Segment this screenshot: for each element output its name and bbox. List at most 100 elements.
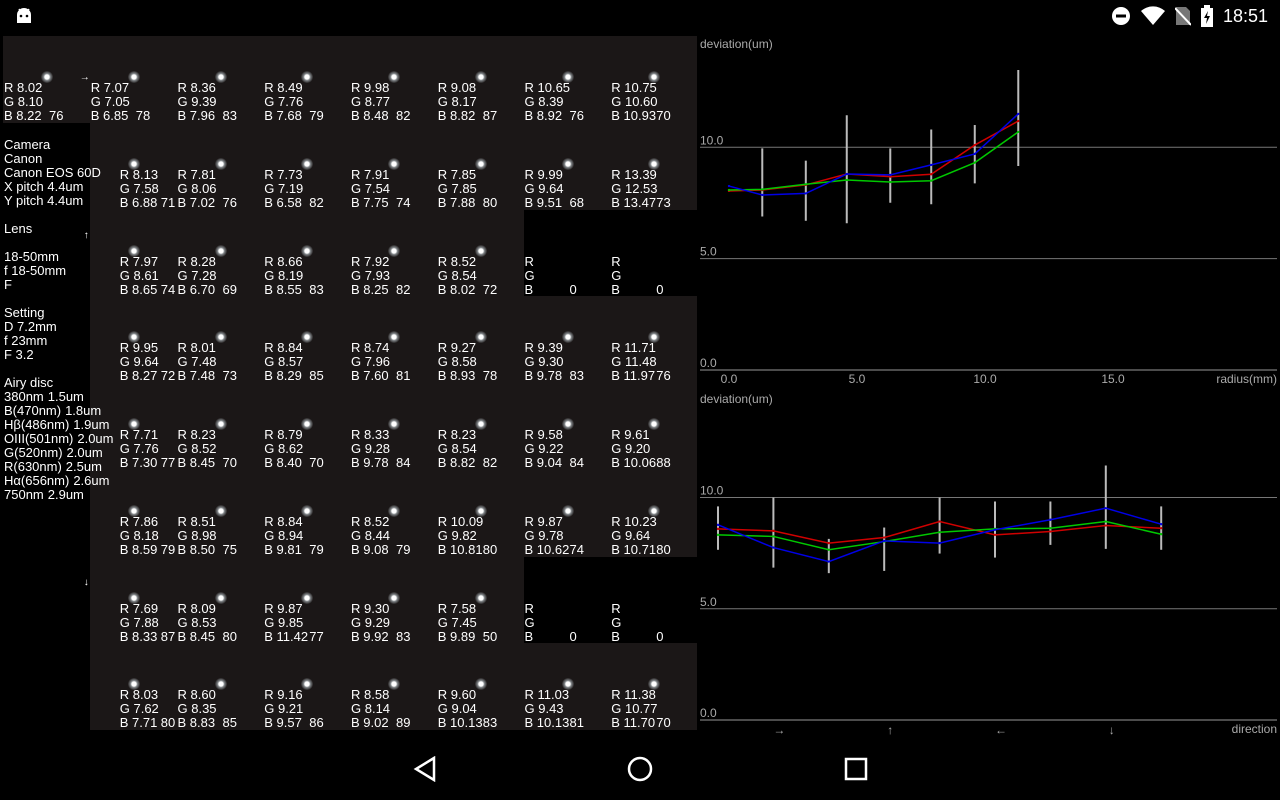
cell-values: R 7.97 G 8.61 B 8.65 74 (119, 253, 176, 297)
cell-b-label: B 8.45 (177, 628, 216, 644)
blue-data-point (1160, 523, 1163, 526)
airy-disc-row: 750nm 2.9um (4, 488, 114, 502)
star-image (388, 504, 400, 517)
cell-b-label: B 6.70 (177, 281, 216, 297)
cell-g-line: G 8.98 (177, 527, 217, 543)
cell-r-value: 8.01 (190, 340, 216, 356)
cell-b-line: B 11.7070 (611, 716, 670, 730)
status-bar: 18:51 (0, 0, 1280, 32)
cell-b-value: 9.57 (276, 715, 302, 731)
cell-r-line: R 8.79 (264, 427, 303, 442)
cell-count: 0 (656, 281, 664, 297)
recents-button[interactable] (843, 756, 869, 782)
cell-b-value: 9.89 (450, 628, 476, 644)
cell-g-line: G 8.57 (264, 354, 304, 370)
cell-b-label: B 9.02 (351, 715, 389, 731)
cell-values: R 7.91 G 7.54 B 7.75 74 (351, 166, 410, 210)
cell-g-value: 7.05 (104, 94, 130, 109)
airy-wavelength: Hα(656nm) (4, 473, 70, 488)
green-data-point (1160, 533, 1163, 536)
cell-values: R 9.30 G 9.29 B 9.92 83 (351, 601, 410, 644)
cell-g-value: 8.14 (364, 701, 391, 717)
green-data-point (845, 178, 848, 182)
cell-r-value: 7.58 (450, 600, 477, 616)
cell-count: 74 (160, 281, 176, 297)
star-cell: R 7.73 G 7.19 B 6.58 82 (263, 122, 351, 210)
cell-b-label: B 8.45 (177, 455, 216, 470)
green-data-point (938, 531, 941, 534)
cell-r-value: 9.98 (364, 80, 390, 95)
star-image (474, 591, 487, 604)
cell-g-value: 7.76 (133, 441, 159, 456)
cell-b-line: B 7.30 77 (120, 456, 175, 470)
cell-g-value: 7.88 (133, 614, 159, 630)
cell-g-value: 9.78 (538, 527, 564, 543)
x-tick-label: 5.0 (849, 372, 866, 386)
cell-b-line: B 7.96 83 (178, 109, 237, 123)
cell-g-line: G 7.48 (177, 354, 217, 370)
green-data-point (930, 179, 933, 182)
cell-g-value: 9.30 (538, 354, 564, 370)
cell-g-value: 11.48 (624, 354, 657, 370)
star-cell: R 10.65 G 8.39 B 8.92 76 (523, 36, 611, 123)
cell-r-line: R 9.08 (437, 80, 477, 95)
star-image-grid: R 8.02 G 8.10 B 8.22 76 R 7.07 G 7.05 B 6.85 78… (3, 36, 698, 731)
airy-diameter: 2.6um (73, 473, 110, 488)
airy-diameter: 1.5um (47, 389, 84, 404)
cell-g-line: G 7.96 (351, 354, 391, 370)
do-not-disturb-icon (1111, 7, 1130, 25)
star-image (648, 331, 661, 344)
cell-g-value: 8.44 (364, 527, 391, 543)
star-cell: R 8.23 G 8.54 B 8.82 82 (436, 383, 524, 470)
cell-g-line: G (611, 267, 622, 283)
airy-wavelength: Hβ(486nm) (4, 417, 70, 432)
info-camera-line: X pitch 4.4um (4, 179, 84, 194)
cell-r-line: R 7.97 (119, 253, 159, 269)
cell-values: R 9.27 G 8.58 B 8.93 78 (438, 341, 497, 383)
cell-r-value: 10.23 (624, 513, 657, 529)
cell-r-value: 8.51 (190, 513, 216, 529)
cell-r-value: 9.16 (277, 687, 303, 703)
cell-count: 84 (569, 455, 584, 470)
star-image (214, 157, 227, 170)
cell-r-line: R 9.87 (264, 600, 303, 616)
cell-g-value: 8.54 (451, 267, 477, 283)
info-lens-line: F (4, 277, 12, 292)
back-button[interactable] (412, 756, 438, 782)
cell-b-label: B 8.82 (437, 108, 476, 123)
star-cell: R 13.39 G 12.53 B 13.4773 (610, 122, 698, 210)
cell-count: 84 (396, 455, 411, 470)
airy-disc-row: OIII(501nm) 2.0um (4, 432, 114, 446)
cell-b-value: 9.92 (363, 628, 389, 644)
cell-count: 79 (160, 541, 176, 557)
cell-r-line: R 7.91 (351, 166, 390, 182)
cell-r-line: R 11.71 (611, 340, 656, 356)
cell-values: R 11.71 G 11.48 B 11.9776 (611, 341, 670, 383)
x-tick-label: ← (995, 723, 1007, 737)
cell-values: R 8.03 G 7.62 B 7.71 80 (120, 688, 175, 730)
home-button[interactable] (627, 756, 653, 782)
cell-g-line: G 9.82 (437, 527, 477, 543)
cell-count: 72 (160, 368, 176, 384)
cell-r-value: 8.28 (190, 253, 216, 269)
red-data-point (1049, 530, 1052, 533)
cell-g-value: 9.82 (451, 527, 477, 543)
cell-values: R G B 0 (525, 601, 577, 644)
star-image (648, 418, 661, 430)
cell-b-value: 8.29 (276, 368, 302, 384)
info-lens-line (4, 236, 114, 250)
cell-g-line: G 9.43 (524, 701, 564, 717)
cell-b-value: 8.55 (276, 281, 302, 297)
cell-b-value: 9.51 (536, 194, 563, 210)
cell-b-line: B 8.92 76 (525, 109, 584, 123)
info-camera-line: Canon EOS 60D (4, 165, 101, 180)
cell-g-value: 8.54 (451, 441, 477, 456)
star-cell: R 9.60 G 9.04 B 10.1383 (436, 643, 524, 731)
cell-r-line: R 8.49 (264, 80, 303, 95)
cell-b-line: B 6.70 69 (177, 281, 237, 297)
cell-r-line: R 9.98 (351, 80, 390, 95)
cell-r-line: R 13.39 (611, 166, 657, 182)
star-cell: R 8.51 G 8.98 B 8.50 75 (176, 469, 264, 557)
cell-values: R 8.49 G 7.76 B 7.68 79 (264, 81, 323, 123)
cell-r-line: R 9.87 (524, 513, 563, 529)
